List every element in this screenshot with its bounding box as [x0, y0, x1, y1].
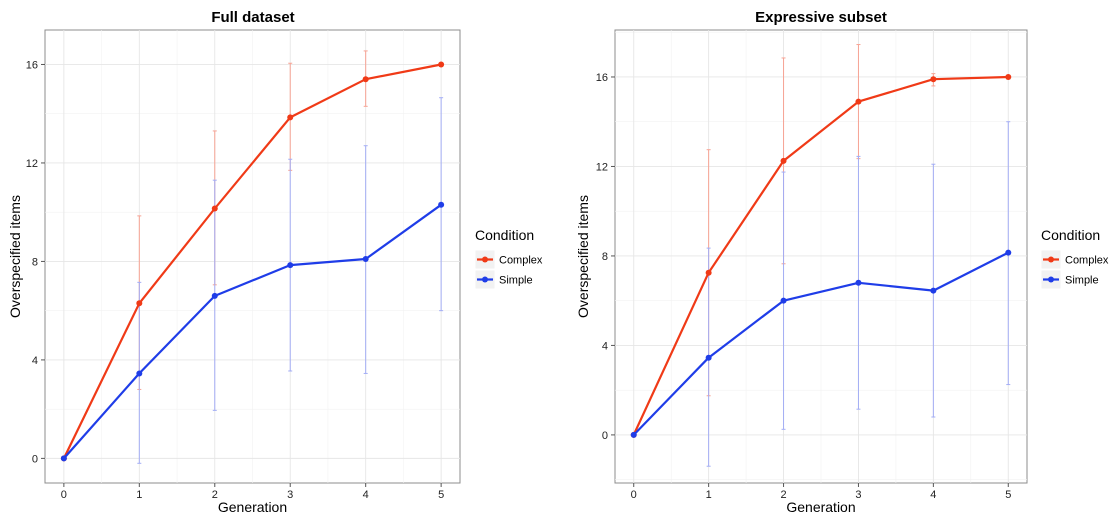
x-tick-label: 1	[136, 489, 142, 501]
legend: Condition Complex Simple	[474, 227, 543, 290]
data-point-complex	[287, 114, 294, 121]
data-point-complex	[930, 76, 937, 83]
legend-label: Simple	[499, 275, 533, 287]
data-point-simple	[211, 292, 218, 299]
y-tick-label: 0	[32, 453, 38, 465]
x-tick-label: 1	[706, 489, 712, 501]
data-point-complex	[780, 157, 787, 164]
data-point-complex	[705, 269, 712, 276]
legend-label: Complex	[499, 255, 543, 267]
data-point-complex	[1005, 73, 1012, 80]
data-point-simple	[780, 297, 787, 304]
series-line-complex	[632, 75, 1009, 436]
x-tick-label: 3	[287, 489, 293, 501]
x-tick-label: 5	[1005, 489, 1011, 501]
x-tick-label: 0	[631, 489, 637, 501]
data-point-simple	[630, 431, 637, 438]
legend-item-complex: Complex	[474, 249, 543, 270]
y-tick-label: 12	[596, 161, 608, 173]
legend-title: Condition	[1041, 227, 1100, 243]
panel-title: Expressive subset	[755, 9, 887, 26]
y-tick-label: 8	[32, 256, 38, 268]
legend-key-point	[482, 256, 488, 263]
legend-item-simple: Simple	[474, 269, 533, 290]
x-tick-label: 3	[855, 489, 861, 501]
x-tick-label: 2	[212, 489, 218, 501]
data-point-simple	[362, 255, 369, 262]
x-tick-label: 4	[930, 489, 936, 501]
legend-item-complex: Complex	[1040, 249, 1109, 270]
data-point-simple	[60, 455, 67, 462]
data-point-simple	[438, 201, 445, 208]
legend-key-point	[482, 276, 488, 283]
y-tick-label: 0	[602, 430, 608, 442]
y-tick-label: 12	[26, 158, 38, 170]
legend-label: Simple	[1065, 275, 1099, 287]
legend-item-simple: Simple	[1040, 269, 1099, 290]
y-axis-title: Overspecified items	[7, 195, 23, 318]
y-tick-label: 8	[602, 251, 608, 263]
y-tick-label: 4	[32, 355, 38, 367]
data-point-simple	[855, 279, 862, 286]
y-tick-label: 16	[596, 72, 608, 84]
legend-key-point	[1048, 256, 1054, 263]
panel-title: Full dataset	[211, 9, 294, 26]
series-line-complex	[62, 63, 442, 459]
data-point-simple	[136, 370, 143, 377]
x-axis-title: Generation	[218, 499, 287, 515]
y-tick-label: 4	[602, 340, 608, 352]
data-point-complex	[362, 76, 369, 83]
data-point-complex	[438, 61, 445, 68]
series-line-simple	[63, 203, 442, 460]
data-point-simple	[930, 287, 937, 294]
y-axis-title: Overspecified items	[575, 195, 591, 318]
x-tick-label: 5	[438, 489, 444, 501]
legend-title: Condition	[475, 227, 534, 243]
legend: Condition Complex Simple	[1040, 227, 1109, 290]
x-tick-label: 0	[61, 489, 67, 501]
data-point-complex	[211, 205, 218, 212]
legend-label: Complex	[1065, 255, 1109, 267]
x-axis-title: Generation	[786, 499, 855, 515]
data-point-complex	[136, 300, 143, 307]
y-tick-label: 16	[26, 59, 38, 71]
x-tick-label: 2	[780, 489, 786, 501]
data-point-simple	[287, 262, 294, 269]
series-line-simple	[632, 251, 1009, 436]
data-point-simple	[705, 354, 712, 361]
data-point-simple	[1005, 249, 1012, 256]
legend-key-point	[1048, 276, 1054, 283]
x-tick-label: 4	[363, 489, 369, 501]
data-point-complex	[855, 98, 862, 105]
